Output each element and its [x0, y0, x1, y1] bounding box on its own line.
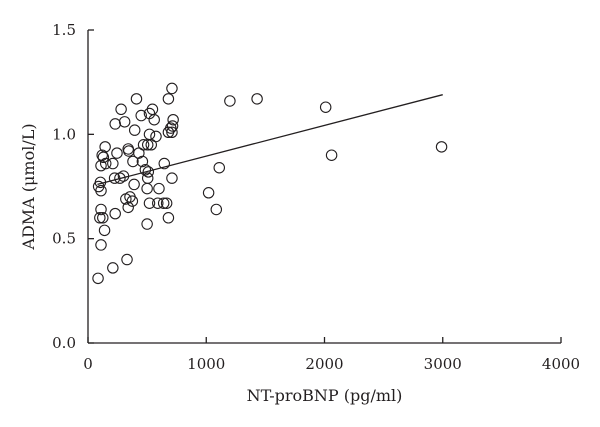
- data-point: [109, 118, 121, 130]
- data-point: [92, 272, 104, 285]
- data-point: [152, 197, 164, 209]
- axes: [87, 30, 561, 344]
- y-tick-label: 0.0: [52, 334, 76, 352]
- data-point: [109, 207, 121, 220]
- data-point: [224, 95, 236, 107]
- data-point: [166, 126, 178, 138]
- data-point: [143, 197, 156, 209]
- trend-line: [97, 94, 443, 186]
- data-point: [98, 224, 111, 237]
- x-tick-label: 1000: [187, 355, 225, 373]
- data-point: [141, 218, 153, 230]
- data-point: [94, 212, 106, 224]
- data-point: [95, 239, 107, 251]
- x-axis-title: NT-proBNP (pg/ml): [247, 386, 403, 405]
- x-tick-label: 2000: [305, 355, 343, 373]
- data-point: [166, 172, 178, 184]
- data-points: [92, 82, 448, 285]
- data-point: [141, 182, 153, 195]
- data-point: [130, 93, 143, 105]
- data-point: [148, 113, 160, 126]
- data-point: [128, 124, 141, 136]
- data-point: [251, 93, 263, 105]
- data-point: [158, 157, 171, 170]
- data-point: [166, 82, 178, 95]
- data-point: [96, 149, 108, 161]
- data-point: [162, 212, 175, 224]
- data-point: [97, 212, 109, 224]
- data-point: [143, 128, 156, 141]
- y-axis-title: ADMA (μmol/L): [19, 123, 38, 250]
- data-point: [141, 172, 154, 184]
- data-point: [127, 155, 139, 168]
- y-tick-label: 1.5: [52, 21, 76, 39]
- data-point: [210, 203, 223, 216]
- x-tick-label: 0: [83, 355, 93, 373]
- data-point: [165, 122, 177, 134]
- data-point: [107, 157, 119, 170]
- data-point: [99, 141, 111, 153]
- data-point: [95, 203, 107, 216]
- data-point: [202, 187, 215, 199]
- data-point: [157, 197, 170, 209]
- data-point: [162, 93, 175, 105]
- data-point: [139, 164, 152, 176]
- data-point: [128, 178, 140, 191]
- x-axis-ticks: 0 1000 2000 3000 4000: [83, 337, 580, 373]
- data-point: [319, 101, 332, 113]
- data-point: [145, 139, 158, 151]
- data-point: [135, 109, 147, 122]
- data-point: [166, 120, 179, 132]
- y-tick-label: 0.5: [52, 230, 76, 248]
- data-point: [141, 139, 154, 151]
- data-point: [160, 197, 173, 209]
- data-point: [435, 141, 448, 153]
- data-point: [153, 182, 165, 195]
- data-point: [213, 161, 226, 174]
- y-tick-label: 1.0: [52, 125, 76, 143]
- data-point: [121, 253, 133, 266]
- data-point: [115, 103, 127, 116]
- data-point: [325, 149, 338, 161]
- data-point: [111, 147, 123, 159]
- data-point: [126, 195, 139, 207]
- x-tick-label: 3000: [424, 355, 462, 373]
- data-point: [136, 155, 149, 168]
- y-axis-ticks: 0.0 0.5 1.0 1.5: [52, 21, 94, 352]
- data-point: [137, 139, 150, 151]
- data-point: [167, 113, 179, 126]
- data-point: [107, 262, 119, 274]
- data-point: [118, 116, 131, 128]
- x-tick-label: 4000: [542, 355, 580, 373]
